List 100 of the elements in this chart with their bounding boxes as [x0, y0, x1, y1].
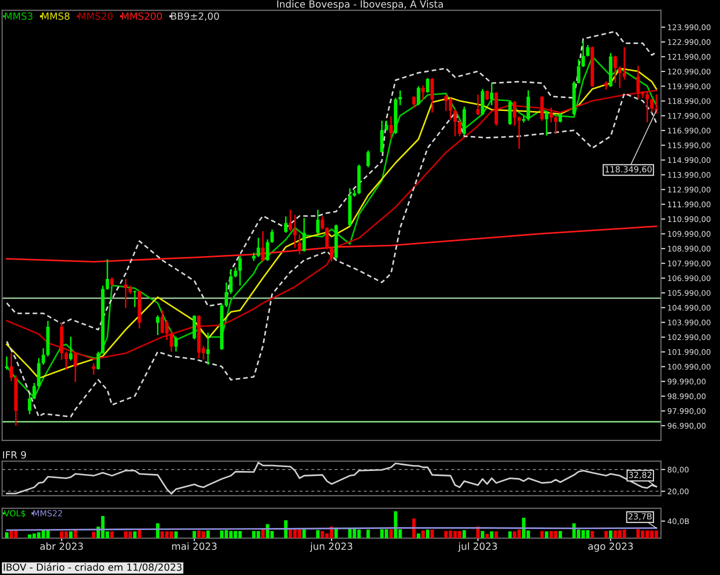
annotation: 23,7B — [628, 513, 652, 520]
bar — [348, 528, 352, 538]
candlestick — [646, 91, 649, 124]
candlestick — [366, 150, 370, 168]
candlestick — [476, 94, 480, 116]
bar — [608, 530, 612, 538]
legend-label: MMS22 — [33, 510, 62, 516]
candlestick — [293, 214, 297, 248]
candlestick — [586, 44, 590, 58]
bar — [590, 530, 594, 538]
bar — [238, 530, 242, 538]
candlestick — [453, 108, 457, 137]
candlestick — [42, 348, 46, 366]
candlestick — [69, 336, 72, 362]
bar — [320, 530, 324, 538]
candlestick — [480, 88, 484, 116]
bar — [5, 532, 8, 538]
candlestick — [229, 268, 233, 295]
candlestick — [576, 58, 580, 84]
candlestick — [284, 216, 288, 234]
candlestick — [412, 95, 416, 109]
candlestick — [398, 90, 402, 106]
candlestick — [558, 112, 562, 124]
candlestick — [74, 352, 78, 383]
candlestick — [28, 394, 32, 415]
bar — [380, 529, 384, 538]
candlestick — [302, 217, 306, 252]
bar — [316, 530, 320, 538]
bar — [490, 531, 494, 538]
x-tick-label: jul 2023 — [458, 542, 497, 552]
legend-label: VOL$ — [4, 510, 26, 518]
legend-label: MMS20 — [78, 12, 113, 20]
candlestick — [234, 266, 238, 278]
bar — [421, 530, 425, 538]
candlestick — [380, 120, 384, 154]
annotation: 118.349,60 — [605, 166, 652, 174]
candlestick — [613, 55, 617, 84]
candlestick — [444, 94, 448, 112]
candlestick — [654, 94, 658, 114]
candlestick — [96, 350, 100, 370]
candlestick — [512, 100, 516, 126]
x-tick-label: ago 2023 — [588, 542, 633, 552]
bar — [133, 531, 137, 538]
candlestick — [517, 116, 521, 150]
bar — [206, 530, 210, 538]
bar — [517, 530, 521, 538]
candlestick — [124, 278, 128, 309]
bar — [480, 530, 484, 538]
candlestick — [554, 115, 558, 135]
candlestick — [133, 290, 137, 308]
bar — [430, 530, 434, 538]
chart-title: Indice Bovespa - Ibovespa, A Vista — [277, 0, 443, 10]
bar — [284, 520, 288, 538]
x-tick-label: mai 2023 — [172, 542, 217, 550]
legend-label: MMS8 — [42, 12, 70, 20]
bar — [462, 530, 466, 538]
candlestick — [320, 216, 324, 230]
text: IBOV - Diário - criado em 11/08/2023 — [4, 562, 182, 572]
candlestick — [256, 237, 260, 258]
candlestick — [106, 258, 110, 291]
x-tick-label: jun 2023 — [310, 542, 352, 552]
x-tick-label: abr 2023 — [40, 542, 83, 550]
line-series — [6, 226, 658, 262]
bar — [558, 530, 562, 538]
line-series — [6, 92, 658, 418]
chart-title: IFR 9 — [3, 451, 26, 459]
bar — [604, 530, 608, 538]
legend-label: MMS200 — [122, 12, 162, 20]
candlestick — [430, 77, 434, 114]
candlestick — [622, 46, 626, 80]
bar — [444, 530, 448, 538]
candlestick — [526, 90, 530, 122]
bar — [426, 530, 430, 538]
candlestick — [64, 350, 68, 370]
bar — [485, 534, 489, 538]
candlestick — [192, 314, 196, 340]
line-series — [6, 30, 658, 330]
candlestick — [426, 77, 430, 94]
bar — [389, 529, 393, 538]
bar — [138, 530, 142, 538]
candlestick — [581, 40, 585, 68]
candlestick — [384, 120, 388, 132]
candlestick — [485, 90, 489, 101]
candlestick — [636, 65, 640, 100]
candlestick — [5, 356, 8, 370]
candlestick — [421, 84, 425, 101]
bar — [69, 531, 72, 538]
candlestick — [298, 234, 302, 256]
candlestick — [544, 110, 548, 136]
candlestick — [32, 382, 36, 400]
candlestick — [206, 332, 210, 366]
bar — [412, 518, 416, 538]
candlestick — [224, 282, 228, 308]
line-series — [6, 462, 658, 495]
annotation: 32,82 — [628, 472, 652, 479]
candlestick — [238, 255, 242, 286]
candlestick — [10, 352, 14, 382]
bar — [544, 531, 548, 538]
candlestick — [316, 209, 320, 235]
candlestick — [330, 246, 334, 262]
